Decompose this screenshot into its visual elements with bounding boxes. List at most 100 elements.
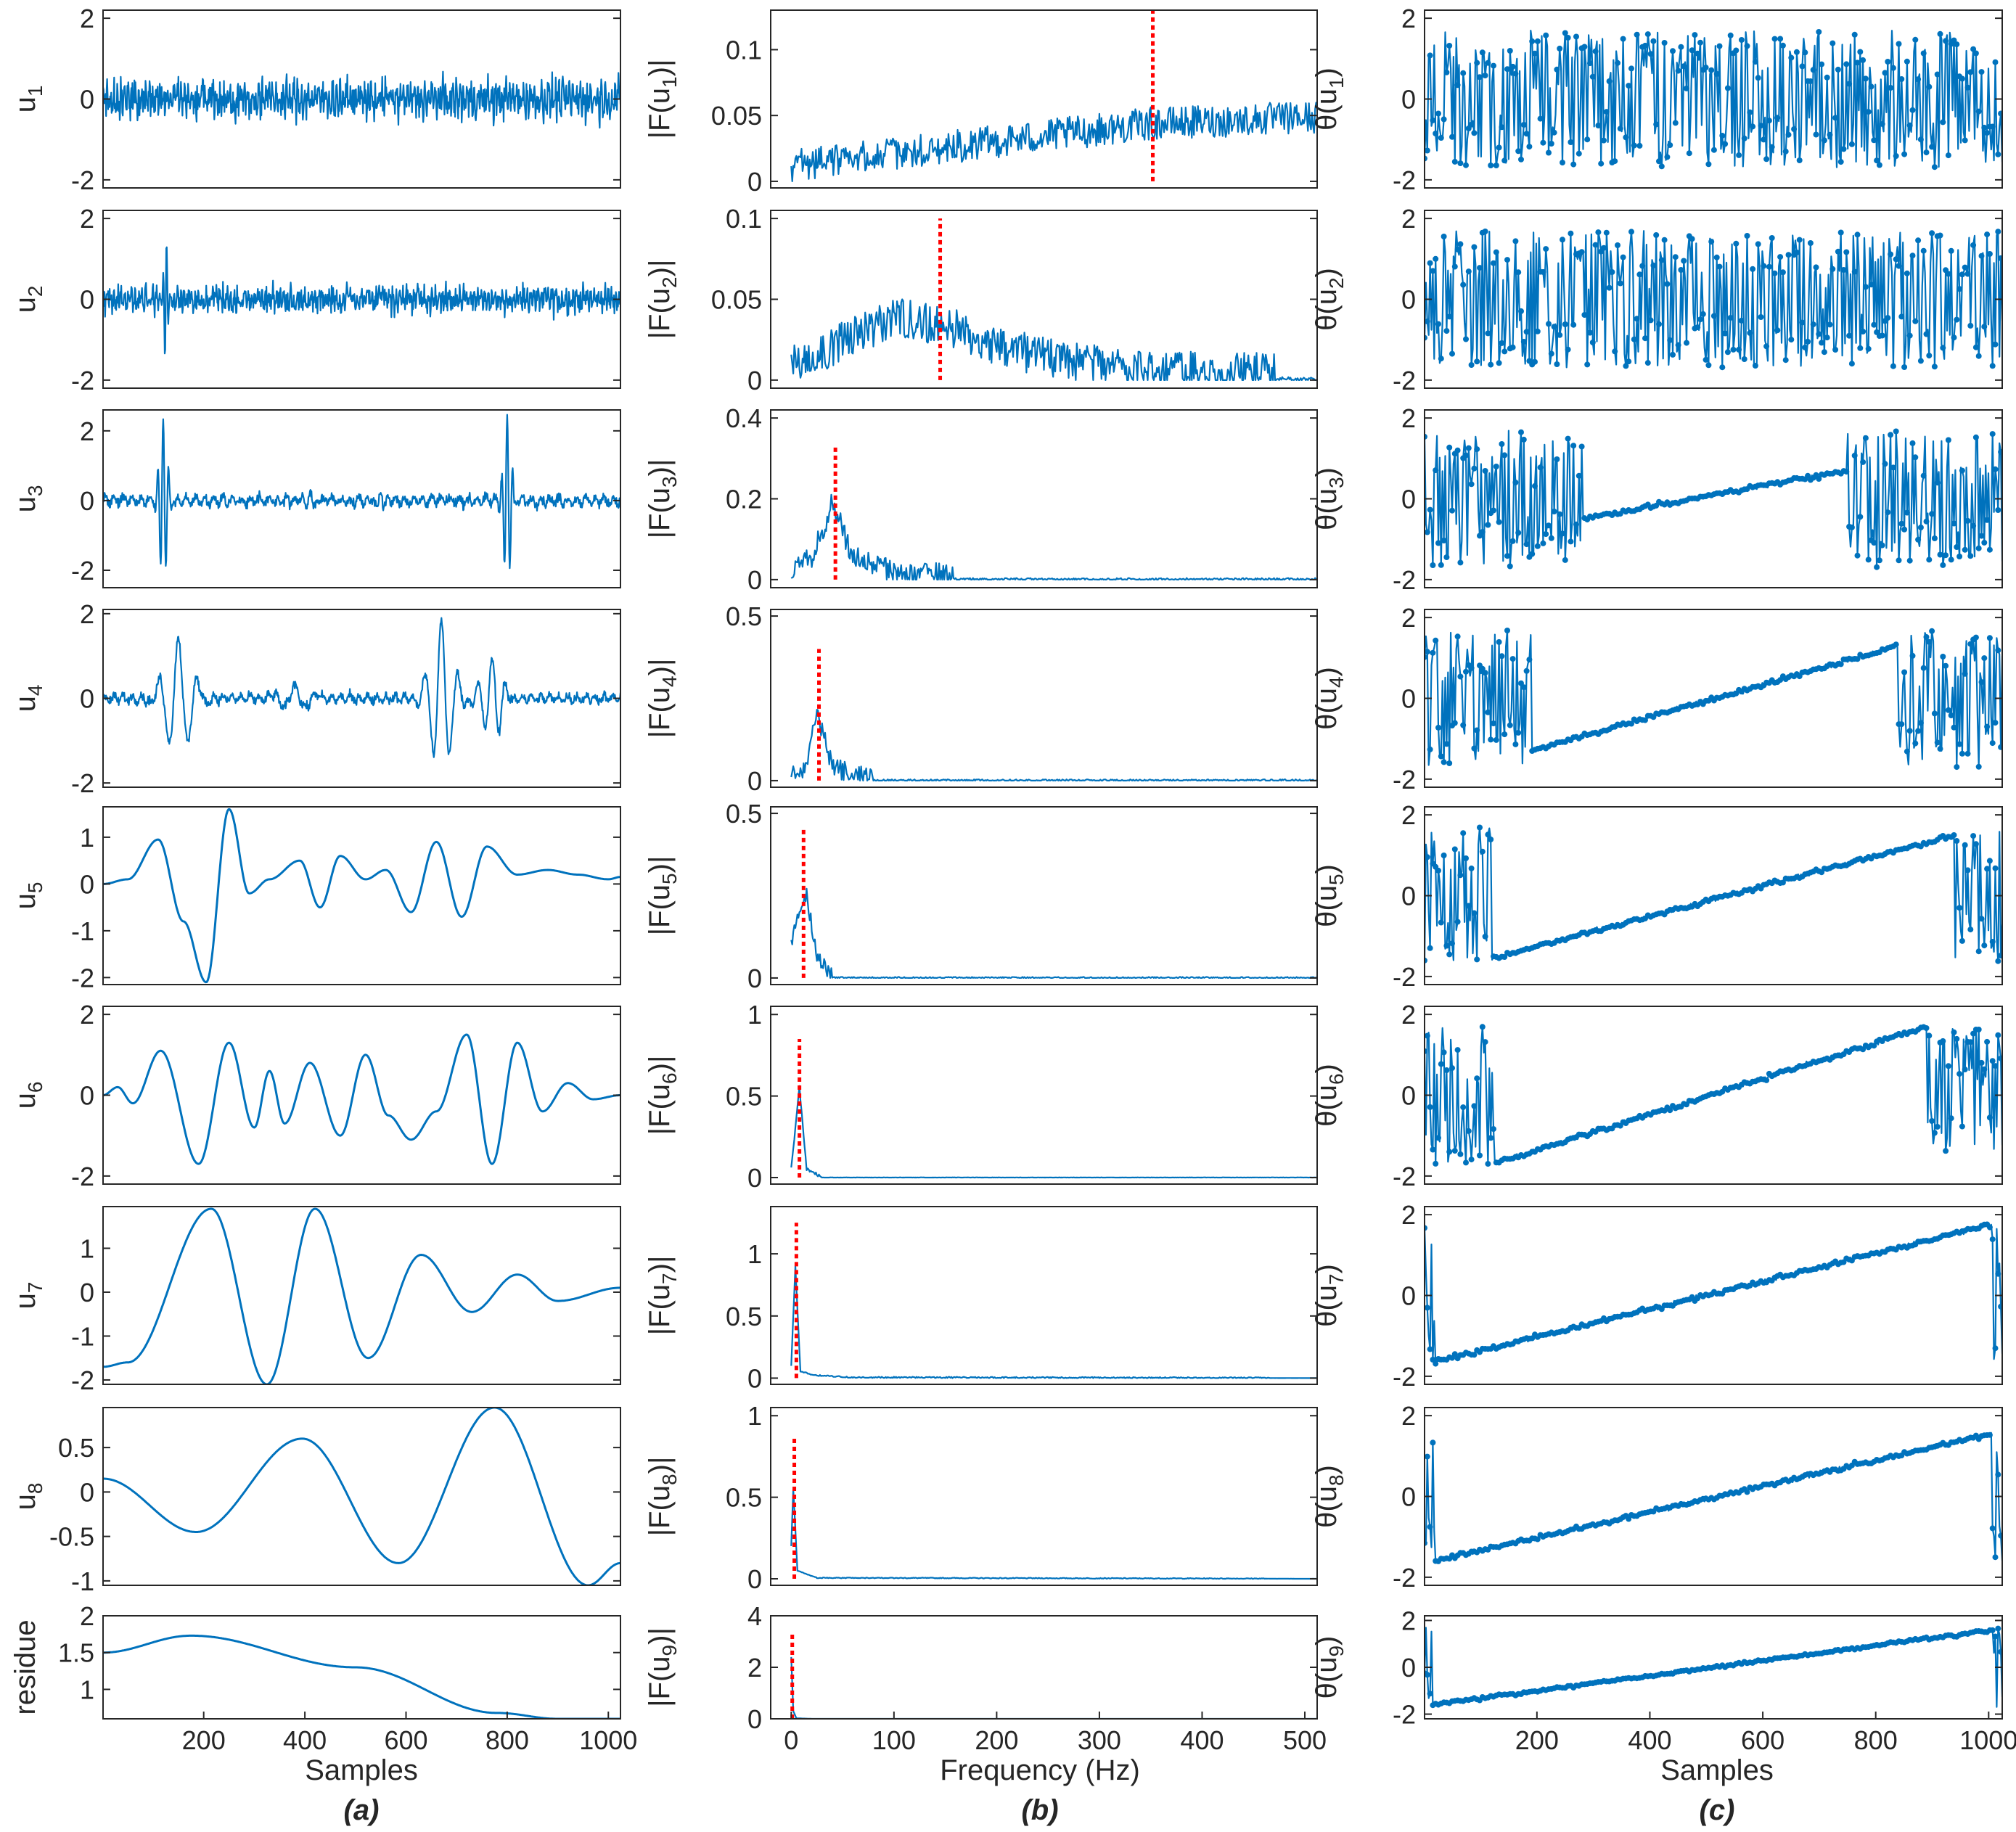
data-point (1972, 344, 1979, 350)
ytick-label: -2 (1393, 765, 1416, 794)
ytick-label: 1 (747, 1000, 762, 1030)
plot-area-c8 (1425, 1431, 2002, 1564)
data-point (1956, 905, 1963, 911)
xlabel-column-b: Frequency (Hz) (940, 1754, 1140, 1786)
data-point (1956, 741, 1963, 747)
data-point (1684, 340, 1689, 346)
series-line-a8 (103, 1408, 620, 1585)
data-point (1430, 117, 1436, 123)
data-point (1860, 57, 1867, 63)
data-point (1752, 59, 1758, 65)
data-point (1917, 525, 1924, 530)
data-point (1846, 81, 1853, 87)
data-point (1515, 530, 1522, 536)
axes-box-a9 (102, 1615, 621, 1720)
data-point (1675, 67, 1681, 74)
data-point (1427, 506, 1433, 513)
data-point (1705, 362, 1712, 369)
data-point (1848, 361, 1855, 367)
panel-label-b: (b) (1021, 1794, 1058, 1826)
data-point (1998, 110, 2002, 117)
data-point (1964, 84, 1971, 91)
data-point (1802, 49, 1808, 56)
data-point (1441, 116, 1447, 123)
data-point (1791, 126, 1798, 132)
data-point (1493, 163, 1499, 168)
data-point (1785, 252, 1792, 258)
data-point (1954, 544, 1960, 550)
data-point (1998, 953, 2002, 959)
data-point (1575, 472, 1582, 479)
data-point (1970, 46, 1977, 52)
data-point (1967, 927, 1974, 933)
data-point (1565, 435, 1571, 442)
data-point (1882, 461, 1888, 467)
data-point (1578, 443, 1585, 450)
data-point (1474, 727, 1480, 734)
data-point (1468, 865, 1475, 871)
data-point (1560, 160, 1565, 166)
xtick-label: 1000 (579, 1725, 637, 1755)
ytick-label: 1.5 (58, 1638, 94, 1668)
data-point (1425, 1672, 1430, 1678)
data-point (1986, 1431, 1993, 1438)
data-point (1474, 446, 1480, 453)
data-point (1499, 441, 1505, 447)
data-point (1425, 1305, 1430, 1311)
data-point (1843, 249, 1850, 255)
data-point (1989, 431, 1996, 438)
plot-area-a3 (103, 414, 620, 570)
data-point (1504, 553, 1510, 559)
data-point (1857, 345, 1864, 351)
data-point (1906, 557, 1913, 564)
data-point (1951, 832, 1957, 838)
data-point (1796, 157, 1803, 163)
ytick-label: 0 (1401, 285, 1416, 315)
axes-box-b7 (770, 1206, 1318, 1385)
ytick-label: 2 (1401, 1200, 1416, 1230)
xtick-label: 600 (384, 1725, 427, 1755)
data-point (1964, 517, 1971, 524)
data-point (1634, 316, 1640, 322)
data-point (1430, 1439, 1436, 1446)
data-point (1488, 1135, 1494, 1141)
data-point (1425, 1032, 1430, 1039)
data-point (1837, 159, 1844, 165)
data-point (1857, 514, 1864, 520)
data-point (1923, 331, 1930, 337)
data-point (1684, 85, 1689, 91)
ytick-label: 0 (747, 565, 762, 595)
data-point (1912, 454, 1919, 461)
data-point (1954, 316, 1960, 323)
data-point (1788, 337, 1795, 343)
xtick-label: 100 (872, 1725, 916, 1755)
data-point (1647, 317, 1654, 324)
data-point (1890, 363, 1896, 369)
data-point (1948, 712, 1954, 718)
data-point (1534, 1536, 1541, 1543)
ytick-label: 0 (1401, 1653, 1416, 1683)
axes-box-b4 (770, 609, 1318, 788)
data-point (1465, 903, 1472, 909)
data-point (1763, 343, 1770, 350)
data-point (1959, 467, 1965, 474)
data-point (1901, 151, 1908, 157)
data-point (1534, 543, 1541, 549)
data-point (1871, 137, 1877, 144)
phase-markers-c5 (1425, 824, 2002, 964)
ytick-label: -2 (1393, 165, 1416, 195)
data-point (1451, 720, 1458, 726)
data-point (1433, 255, 1439, 262)
data-point (1819, 61, 1825, 67)
subplot-a1: -2 0 2 u1 (9, 4, 621, 195)
data-point (1532, 482, 1538, 489)
data-point (1515, 148, 1522, 155)
ylabel-c3: θ(u3) (1311, 467, 1348, 530)
data-point (1488, 163, 1494, 168)
ytick-label: 2 (80, 1601, 94, 1631)
data-point (1989, 1627, 1996, 1633)
data-point (1854, 231, 1861, 238)
data-point (1851, 268, 1858, 275)
data-point (1642, 335, 1648, 342)
ytick-label: 2 (80, 599, 94, 629)
